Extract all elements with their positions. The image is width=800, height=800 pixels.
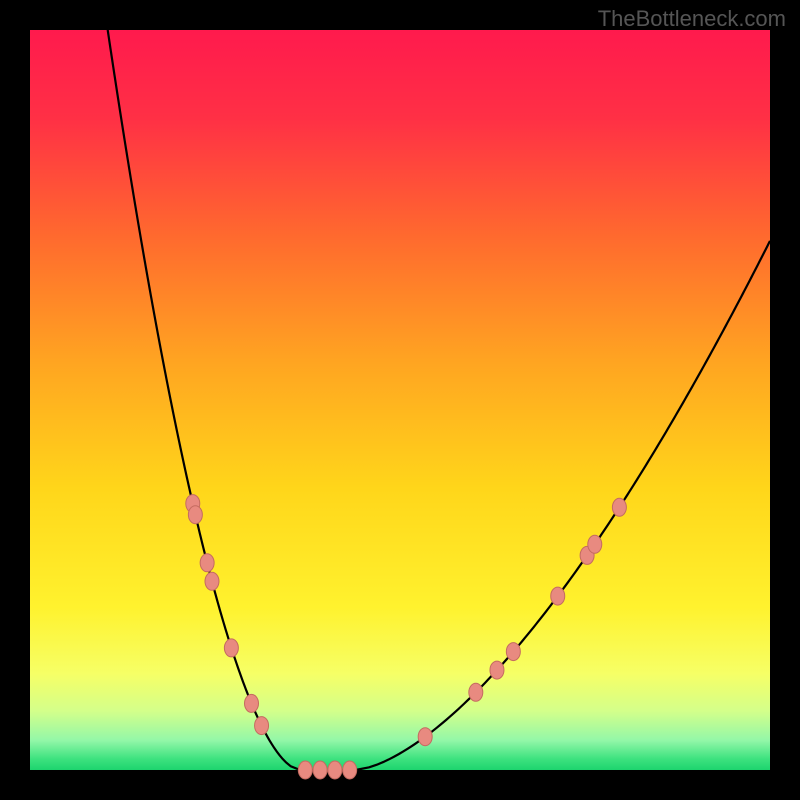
data-marker — [313, 761, 327, 779]
data-marker — [469, 683, 483, 701]
data-marker — [200, 554, 214, 572]
outer-frame: TheBottleneck.com — [0, 0, 800, 800]
chart-layer — [30, 30, 770, 770]
plot-area — [30, 30, 770, 770]
data-marker — [418, 728, 432, 746]
watermark-text: TheBottleneck.com — [598, 6, 786, 32]
data-marker — [612, 498, 626, 516]
data-marker — [588, 535, 602, 553]
data-marker — [343, 761, 357, 779]
data-marker — [328, 761, 342, 779]
data-marker — [506, 643, 520, 661]
data-marker — [551, 587, 565, 605]
data-marker — [490, 661, 504, 679]
data-marker — [298, 761, 312, 779]
data-marker — [205, 572, 219, 590]
data-marker — [224, 639, 238, 657]
markers-group — [186, 495, 627, 779]
data-marker — [255, 717, 269, 735]
curve-left — [108, 30, 300, 770]
curve-right — [356, 241, 770, 770]
data-marker — [245, 694, 259, 712]
data-marker — [188, 506, 202, 524]
